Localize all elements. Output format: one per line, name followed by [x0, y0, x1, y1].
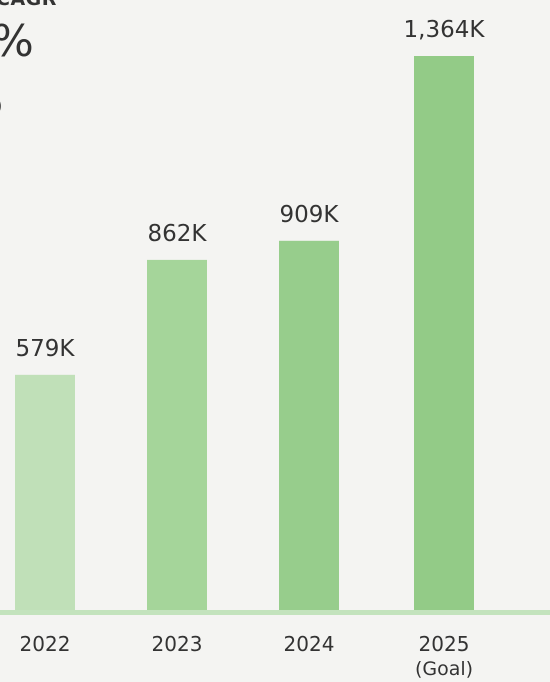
bar-2025 — [414, 56, 474, 610]
x-axis-baseline — [0, 610, 550, 615]
value-label-2025: 1,364K — [404, 17, 486, 43]
category-label-2024: 2024 — [284, 632, 335, 656]
category-label-2023: 2023 — [152, 632, 203, 656]
value-label-2022: 579K — [16, 336, 76, 362]
value-label-2024: 909K — [280, 202, 340, 228]
cagr-value: 0% — [0, 20, 34, 64]
cagr-label: CAGR — [0, 0, 57, 10]
bar-2024 — [279, 240, 339, 610]
category-label-2025: 2025 — [419, 632, 470, 656]
bar-2023 — [147, 259, 207, 610]
bar-2022 — [15, 374, 75, 610]
category-sublabel-2025: (Goal) — [415, 658, 473, 680]
category-label-2022: 2022 — [20, 632, 71, 656]
cagr-note: 4) — [0, 96, 2, 115]
value-label-2023: 862K — [148, 221, 208, 247]
